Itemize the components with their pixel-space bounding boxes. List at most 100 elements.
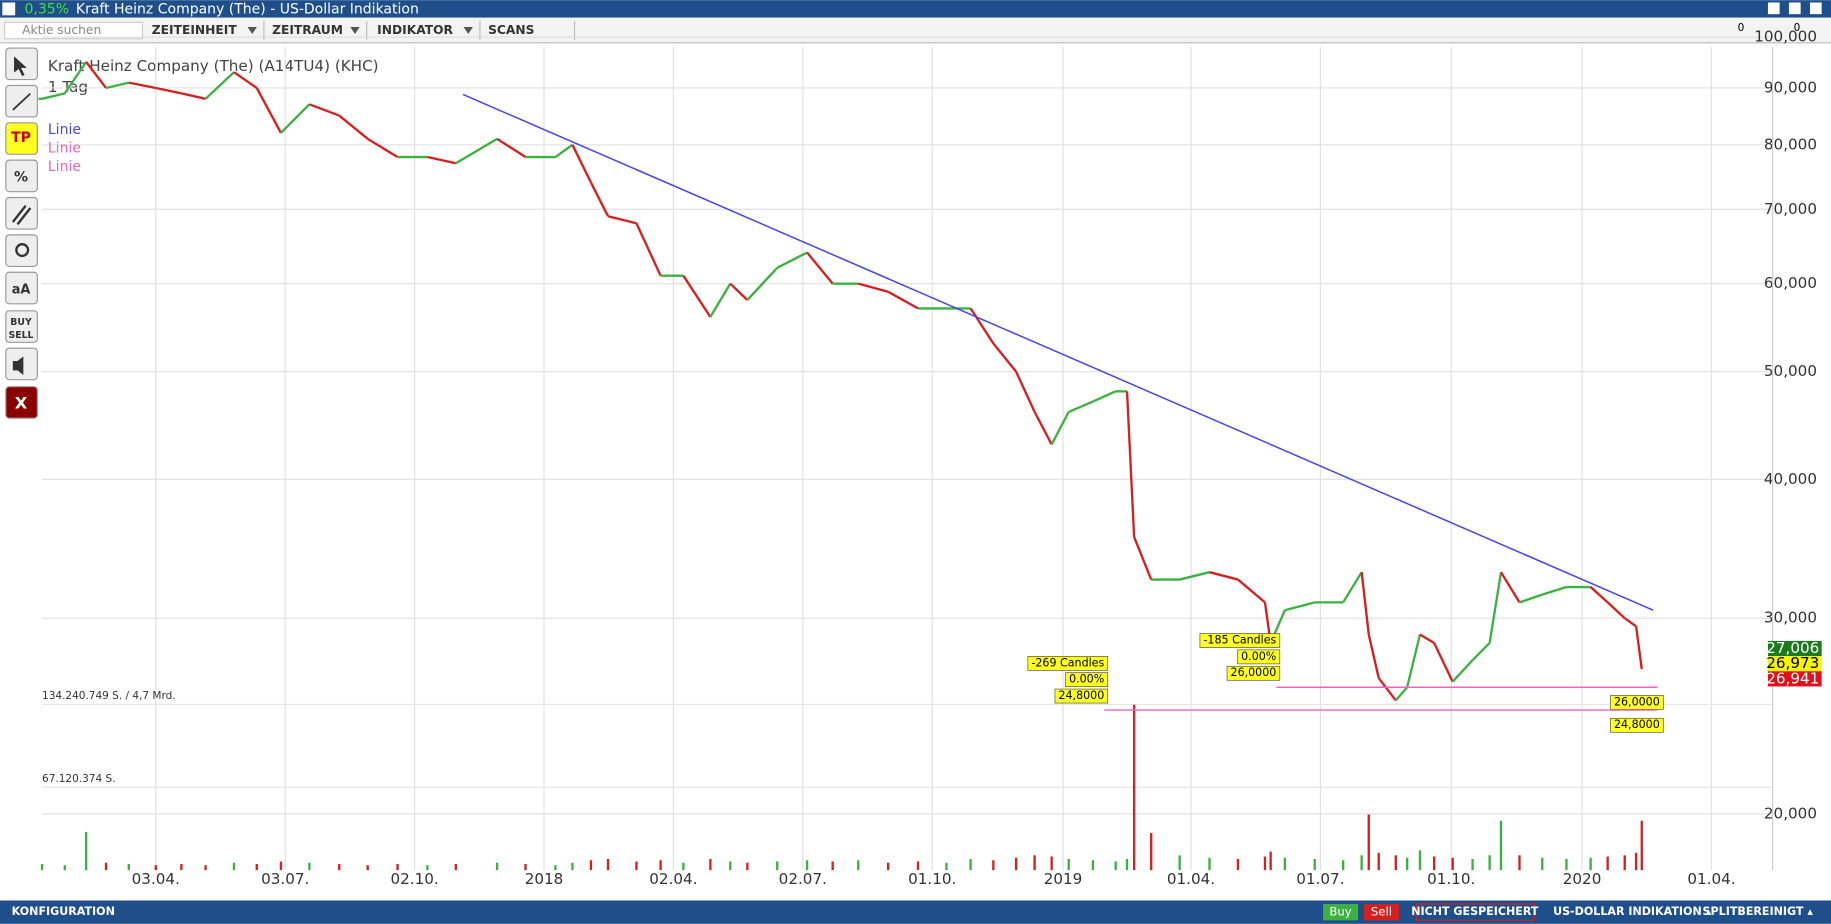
candle [1092, 390, 1117, 403]
volume-bar [1208, 857, 1211, 871]
candle [1133, 536, 1153, 580]
menu[interactable]: ZEITRAUM [272, 23, 343, 37]
tool-label: % [14, 170, 28, 186]
volume-bar [1050, 856, 1053, 871]
candle [806, 251, 834, 285]
currency[interactable]: US-DOLLAR INDIKATION ▴ [1553, 905, 1711, 918]
volume-bar [1606, 856, 1609, 871]
volume-bar [1499, 820, 1503, 871]
candle [969, 307, 995, 345]
tool-button[interactable] [5, 234, 38, 267]
menu[interactable]: ZEITEINHEIT [152, 23, 238, 37]
volume-bar [1313, 859, 1316, 871]
tool-button[interactable] [5, 310, 38, 343]
tool-icon [12, 92, 31, 111]
volume-tick-label: 134.240.749 S. / 4,7 Mrd. [42, 690, 176, 702]
window-buttons[interactable] [1767, 2, 1822, 15]
config[interactable]: KONFIGURATION [12, 905, 115, 918]
search-box[interactable] [4, 21, 144, 40]
volume-bar [729, 861, 732, 871]
tool-button[interactable] [5, 159, 38, 193]
tool-label: X [15, 394, 28, 413]
annotation: -185 Candles [1203, 634, 1276, 647]
volume-bar [279, 861, 283, 871]
level-label: 26,0000 [1614, 695, 1660, 708]
volume-bar [969, 859, 972, 871]
candle [128, 81, 157, 90]
volume-bar [1488, 855, 1491, 871]
volume-bar [1150, 833, 1153, 871]
volume-bar [308, 862, 311, 871]
volume-bar [659, 860, 662, 871]
sell-button[interactable] [1363, 903, 1399, 921]
tool-button[interactable] [5, 196, 38, 230]
price-tag [1767, 656, 1822, 672]
split[interactable]: SPLITBEREINIGT ▴ [1703, 905, 1814, 918]
annotation: 26,0000 [1231, 666, 1277, 679]
y-tick-label: 40,000 [1764, 470, 1817, 488]
volume-bar [1367, 814, 1370, 871]
trendline [462, 93, 1654, 611]
candle [887, 290, 919, 310]
candle [1589, 586, 1609, 604]
volume-bar [1132, 704, 1136, 871]
candle [1541, 585, 1567, 596]
y-tick-label: 70,000 [1764, 200, 1817, 218]
menu-arrow [350, 27, 360, 35]
candle [204, 71, 235, 100]
buy[interactable]: Buy [1329, 905, 1351, 919]
sell[interactable]: Sell [1371, 905, 1392, 919]
volume-bar [104, 862, 108, 871]
volume-bar [338, 863, 341, 871]
tool-label: SELL [9, 330, 34, 341]
change: 0,35% [25, 2, 69, 18]
level-label: 24,8000 [1614, 718, 1660, 731]
candle [105, 81, 130, 90]
x-tick-label: 03.07. [261, 870, 309, 888]
volume-bar [366, 865, 369, 871]
candle [1033, 411, 1053, 445]
y-tick-label: 90,000 [1764, 78, 1817, 96]
menu[interactable]: INDIKATOR [377, 23, 453, 37]
volume-bar [709, 859, 712, 871]
x-tick-label: 01.10. [1427, 870, 1475, 888]
chart-title: Kraft Heinz Company (The) (A14TU4) (KHC) [48, 57, 379, 75]
legend-entry: Linie [48, 159, 81, 175]
x-tick-label: 01.04. [1167, 870, 1215, 888]
candle [1068, 400, 1094, 413]
volume-bar [232, 862, 236, 871]
volume-tick-label: 67.120.374 S. [42, 773, 115, 785]
candle [1015, 371, 1036, 413]
candle [367, 137, 399, 159]
tool-button[interactable] [5, 271, 38, 305]
annotation-box [1065, 672, 1109, 687]
candle [1342, 571, 1363, 603]
tool-button[interactable] [5, 122, 38, 155]
tool-icon [12, 356, 24, 376]
candle [1624, 617, 1637, 628]
volume-bar [1433, 856, 1436, 871]
candle [729, 282, 749, 301]
price-tag-label: 26,941 [1766, 669, 1819, 687]
volume-bar [1451, 857, 1454, 871]
legend-entry: Linie [48, 122, 81, 138]
menu[interactable]: SCANS [488, 23, 534, 37]
candle [1360, 572, 1370, 635]
volume-bar [805, 860, 809, 871]
legend-entry: Linie [48, 140, 81, 156]
volume-bar [886, 862, 890, 871]
volume-bar [1342, 860, 1345, 871]
candle [496, 137, 527, 159]
candle [1606, 601, 1626, 620]
buy-button[interactable] [1323, 903, 1359, 921]
search[interactable]: Aktie suchen [22, 23, 101, 37]
candle [857, 282, 889, 293]
x-tick-label: 02.04. [649, 870, 697, 888]
volume-bar [1405, 857, 1409, 871]
volume-bar [40, 863, 44, 871]
tool-button[interactable] [5, 386, 38, 419]
volume-bar [426, 865, 429, 871]
volume-bar [606, 859, 610, 871]
candle [607, 215, 637, 225]
candle [427, 155, 457, 165]
